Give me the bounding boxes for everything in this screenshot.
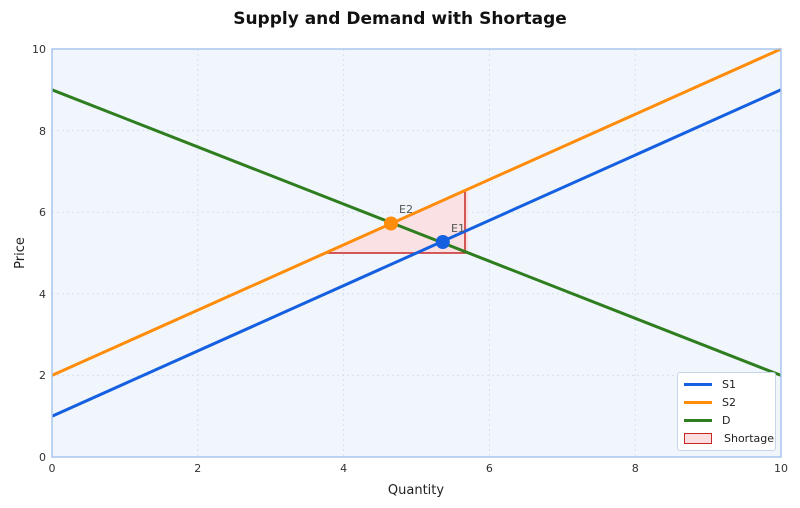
svg-text:10: 10 (774, 462, 788, 475)
legend-label: S1 (722, 377, 736, 391)
svg-text:4: 4 (340, 462, 347, 475)
e2-point (384, 216, 398, 231)
s2-line (51, 47, 782, 377)
legend-swatch-d (684, 418, 712, 422)
svg-text:6: 6 (39, 206, 46, 219)
legend-swatch-s1 (684, 382, 712, 386)
svg-text:0: 0 (39, 451, 46, 464)
legend-label: S2 (722, 395, 736, 409)
svg-text:8: 8 (39, 125, 46, 138)
svg-text:2: 2 (39, 369, 46, 382)
legend-item-d: D (684, 412, 730, 428)
e1-point (435, 235, 450, 249)
y-tick-labels: 0 2 4 6 8 10 (32, 43, 46, 464)
legend-label: D (722, 413, 731, 427)
legend-item-s1: S1 (684, 376, 736, 392)
legend-swatch-s2 (684, 400, 712, 404)
svg-text:8: 8 (632, 462, 639, 475)
x-tick-labels: 0 2 4 6 8 10 (49, 462, 789, 475)
e2-label: E2 (399, 203, 413, 216)
svg-text:4: 4 (39, 288, 46, 301)
legend: S1 S2 D Shortage (677, 372, 776, 451)
s1-line (51, 88, 782, 418)
legend-swatch-shortage (684, 432, 712, 444)
y-axis-label: Price (13, 237, 28, 269)
x-axis-label: Quantity (388, 483, 444, 498)
legend-label: Shortage (724, 431, 775, 445)
svg-text:2: 2 (194, 462, 201, 475)
svg-text:0: 0 (49, 462, 56, 475)
svg-text:6: 6 (486, 462, 493, 475)
demand-line (51, 88, 782, 377)
legend-item-shortage: Shortage (684, 430, 774, 446)
svg-text:10: 10 (32, 43, 46, 56)
e1-label: E1 (451, 222, 465, 235)
axes-frame (51, 48, 782, 458)
chart-title: Supply and Demand with Shortage (233, 9, 567, 29)
grid-lines (52, 49, 781, 457)
legend-item-s2: S2 (684, 394, 736, 410)
